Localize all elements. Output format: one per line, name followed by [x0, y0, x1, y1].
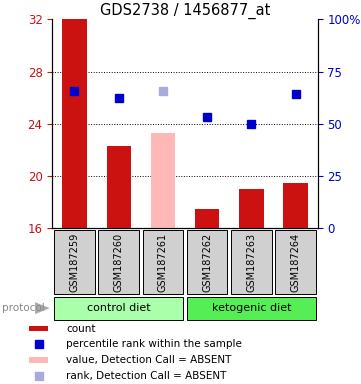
Title: GDS2738 / 1456877_at: GDS2738 / 1456877_at — [100, 3, 270, 19]
Bar — [195, 209, 219, 228]
Text: control diet: control diet — [87, 303, 151, 313]
Text: percentile rank within the sample: percentile rank within the sample — [66, 339, 242, 349]
Text: ketogenic diet: ketogenic diet — [212, 303, 291, 313]
FancyBboxPatch shape — [231, 230, 272, 294]
FancyBboxPatch shape — [54, 230, 95, 294]
Bar — [106, 146, 131, 228]
Bar — [239, 189, 264, 228]
Text: GSM187263: GSM187263 — [246, 233, 256, 291]
Text: rank, Detection Call = ABSENT: rank, Detection Call = ABSENT — [66, 371, 226, 381]
FancyBboxPatch shape — [143, 230, 183, 294]
FancyBboxPatch shape — [187, 297, 316, 319]
Bar — [283, 183, 308, 228]
FancyBboxPatch shape — [98, 230, 139, 294]
Text: GSM187259: GSM187259 — [69, 232, 79, 292]
FancyBboxPatch shape — [187, 230, 227, 294]
Text: protocol: protocol — [2, 303, 44, 313]
Bar — [62, 19, 87, 228]
Bar — [151, 133, 175, 228]
Bar — [29, 326, 48, 331]
Text: GSM187261: GSM187261 — [158, 233, 168, 291]
Text: GSM187264: GSM187264 — [291, 233, 301, 291]
Polygon shape — [35, 302, 50, 314]
Text: GSM187260: GSM187260 — [114, 233, 124, 291]
Text: count: count — [66, 324, 96, 334]
Text: value, Detection Call = ABSENT: value, Detection Call = ABSENT — [66, 355, 231, 365]
FancyBboxPatch shape — [275, 230, 316, 294]
Bar — [29, 358, 48, 363]
Text: GSM187262: GSM187262 — [202, 232, 212, 292]
FancyBboxPatch shape — [54, 297, 183, 319]
